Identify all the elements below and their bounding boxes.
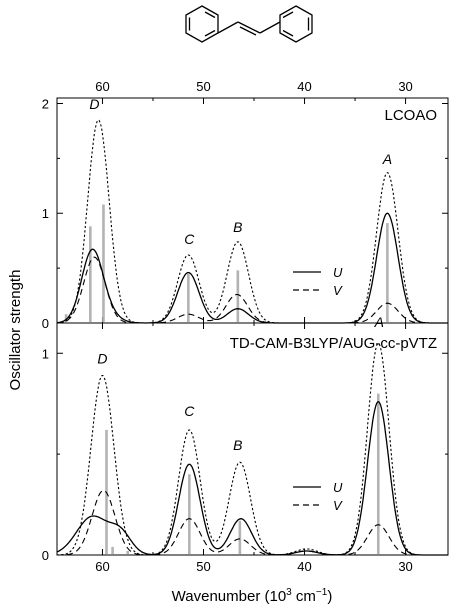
x-axis-label-sup: 3 <box>286 587 292 598</box>
x-tick-label: 60 <box>95 559 109 574</box>
plot-frame-bottom <box>56 322 449 556</box>
legend-label-U: U <box>333 480 343 495</box>
y-axis-label: Oscillator strength <box>7 270 24 391</box>
series-curve-solid <box>56 400 448 556</box>
top-panel: D C B A UV <box>56 96 448 324</box>
x-axis-label: Wavenumber (103 cm−1) <box>172 587 333 605</box>
top-x-tick-group: 60 50 40 30 <box>95 79 413 323</box>
y-tick-label: 2 <box>42 96 49 111</box>
x-axis-label-main: Wavenumber (10 <box>172 588 287 605</box>
y-tick-label: 1 <box>42 346 49 361</box>
bottom-panel: D C B A UV <box>56 314 448 556</box>
peak-label: A <box>382 151 392 167</box>
legend-label-V: V <box>333 498 343 513</box>
x-axis-label-close: ) <box>327 588 332 605</box>
x-tick-label: 30 <box>398 79 412 94</box>
x-tick-label: 40 <box>297 79 311 94</box>
series-curve-dotted <box>56 119 448 324</box>
x-tick-label: 50 <box>196 79 210 94</box>
legend-label-V: V <box>333 283 343 298</box>
plot-frame-top <box>56 97 449 324</box>
series-curve-solid <box>56 212 448 324</box>
bottom-panel-title: TD-CAM-B3LYP/AUG-cc-pVTZ <box>230 335 437 352</box>
legend-label-U: U <box>333 265 343 280</box>
peak-label: D <box>97 350 107 366</box>
y-tick-label: 0 <box>42 548 49 563</box>
x-axis-label-unit: cm <box>292 588 316 605</box>
x-tick-label: 50 <box>196 559 210 574</box>
series-curve-dashed <box>57 256 448 324</box>
peak-label: B <box>233 219 242 235</box>
y-tick-label: 0 <box>42 316 49 331</box>
x-tick-label: 60 <box>95 79 109 94</box>
peak-label: B <box>233 437 242 453</box>
series-curve-dotted <box>57 342 448 556</box>
stilbene-structure-icon <box>185 5 313 43</box>
series-curve-dashed <box>57 489 448 556</box>
peak-label: D <box>89 96 99 112</box>
bottom-x-tick-group: 60 50 40 30 <box>95 323 413 574</box>
peak-label: A <box>374 314 384 330</box>
peak-label: C <box>184 231 195 247</box>
bottom-y-tick-group: 01 <box>42 346 448 563</box>
peak-label: C <box>184 403 195 419</box>
x-tick-label: 40 <box>297 559 311 574</box>
x-axis-label-sup2: −1 <box>316 587 328 598</box>
top-panel-title: LCOAO <box>384 107 437 124</box>
x-tick-label: 30 <box>398 559 412 574</box>
y-tick-label: 1 <box>42 206 49 221</box>
